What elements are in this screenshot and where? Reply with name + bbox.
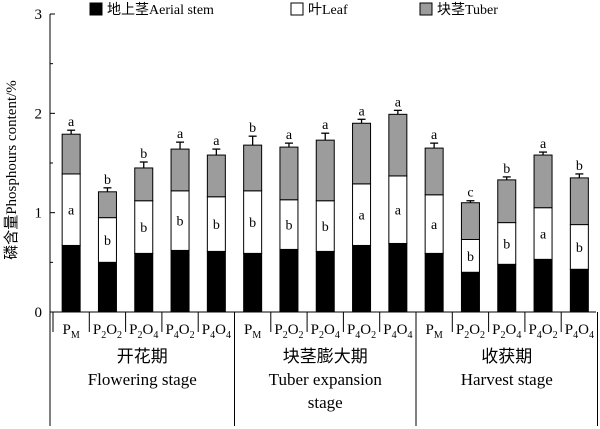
bar-segment xyxy=(61,244,81,313)
bar-segment xyxy=(243,252,263,313)
bar-segment xyxy=(61,133,81,175)
bar-segment xyxy=(352,244,372,313)
category-label: P2O4 xyxy=(311,322,340,341)
category-label: P4O4 xyxy=(565,322,594,341)
stage-groups: 开花期 Flowering stage 块茎膨大期 Tuber expansion st… xyxy=(49,312,598,426)
legend-label: 块茎Tuber xyxy=(437,2,498,18)
bar-segment xyxy=(170,148,190,192)
legend-swatch xyxy=(419,2,433,16)
legend-swatch xyxy=(89,2,103,16)
y-tick-label: 1 xyxy=(35,206,43,222)
y-tick-label: 3 xyxy=(35,7,43,23)
significance-label: a xyxy=(68,204,75,219)
significance-label: a xyxy=(395,204,402,219)
significance-label: b xyxy=(140,221,147,236)
significance-label: b xyxy=(104,234,111,249)
category-label: PM xyxy=(244,322,261,341)
bar-segment xyxy=(206,154,226,198)
bar-segment xyxy=(315,250,335,313)
category-label: PM xyxy=(63,322,80,341)
legend-label: 地上茎Aerial stem xyxy=(107,2,214,18)
bar-segment xyxy=(497,263,517,313)
bar-segment xyxy=(424,252,444,313)
stage-label: Tuber expansion xyxy=(269,370,383,389)
stage-label: 开花期 xyxy=(117,347,168,366)
significance-label: b xyxy=(249,216,256,231)
stage-label: 收获期 xyxy=(481,347,532,366)
category-label: P4O2 xyxy=(528,322,557,341)
significance-label: a xyxy=(540,228,547,243)
bar-segment xyxy=(243,144,263,192)
stage-label: 块茎膨大期 xyxy=(283,347,368,366)
significance-label: a xyxy=(358,104,365,119)
significance-label: c xyxy=(467,186,473,201)
significance-label: b xyxy=(104,173,111,188)
category-label: P4O2 xyxy=(347,322,376,341)
significance-label: b xyxy=(249,121,256,136)
bar-segment xyxy=(279,248,299,313)
bar-segment xyxy=(424,147,444,196)
bar-segment xyxy=(460,202,480,240)
significance-label: a xyxy=(286,128,293,143)
bar-segment xyxy=(569,177,589,226)
significance-label: b xyxy=(503,237,510,252)
category-label: P4O4 xyxy=(383,322,412,341)
bar-segment xyxy=(206,250,226,313)
stage-label: Flowering stage xyxy=(88,370,197,389)
significance-label: b xyxy=(503,162,510,177)
significance-label: b xyxy=(140,147,147,162)
legend-swatch xyxy=(290,2,304,16)
bar-segment xyxy=(315,139,335,202)
bar-segment xyxy=(388,242,408,313)
bar-segment xyxy=(279,146,299,201)
category-label: P2O4 xyxy=(492,322,521,341)
bar-segment xyxy=(569,268,589,313)
x-axis: PM P2O2 P2O4 P4O2 P4O4 PM P2O2 P2O4 P4O2 P4O4 PM P2… xyxy=(50,311,598,341)
significance-label: b xyxy=(576,159,583,174)
significance-label: a xyxy=(431,218,438,233)
category-label: P2O2 xyxy=(456,322,485,341)
bar-segment xyxy=(460,271,480,313)
bars-layer: a a b b b b b a b a b b b a b a a a a a a a b c b b a a b b xyxy=(61,95,589,313)
significance-label: b xyxy=(285,219,292,234)
y-axis-label: 磷含量Phosphours content/% xyxy=(3,80,20,260)
bar-segment xyxy=(497,179,517,224)
significance-label: b xyxy=(177,215,184,230)
significance-label: a xyxy=(395,95,402,110)
bar-segment xyxy=(388,113,408,177)
bar-segment xyxy=(134,252,154,313)
bar-segment xyxy=(97,261,117,313)
y-tick-label: 2 xyxy=(35,106,43,122)
category-label: PM xyxy=(426,322,443,341)
y-axis: 0 1 2 3 xyxy=(35,7,55,321)
y-tick-label: 0 xyxy=(35,305,43,321)
category-label: P2O2 xyxy=(93,322,122,341)
category-label: P2O4 xyxy=(129,322,158,341)
significance-label: a xyxy=(177,127,184,142)
category-label: P2O2 xyxy=(274,322,303,341)
significance-label: a xyxy=(431,128,438,143)
bar-segment xyxy=(97,191,117,219)
significance-label: a xyxy=(322,118,329,133)
bar-segment xyxy=(170,249,190,313)
significance-label: b xyxy=(322,220,329,235)
significance-label: a xyxy=(540,137,547,152)
bar-segment xyxy=(533,154,553,209)
bar-segment xyxy=(134,167,154,202)
significance-label: b xyxy=(213,218,220,233)
legend: 地上茎Aerial stem 叶Leaf 块茎Tuber xyxy=(89,2,498,18)
bar-segment xyxy=(533,258,553,313)
significance-label: a xyxy=(213,134,220,149)
legend-label: 叶Leaf xyxy=(308,2,348,18)
significance-label: a xyxy=(68,115,75,130)
significance-label: b xyxy=(576,241,583,256)
stage-label: Harvest stage xyxy=(461,370,553,389)
stage-label: stage xyxy=(308,393,343,412)
bar-segment xyxy=(352,122,372,185)
category-label: P4O2 xyxy=(165,322,194,341)
category-label: P4O4 xyxy=(202,322,231,341)
significance-label: a xyxy=(358,209,365,224)
significance-label: b xyxy=(467,250,474,265)
